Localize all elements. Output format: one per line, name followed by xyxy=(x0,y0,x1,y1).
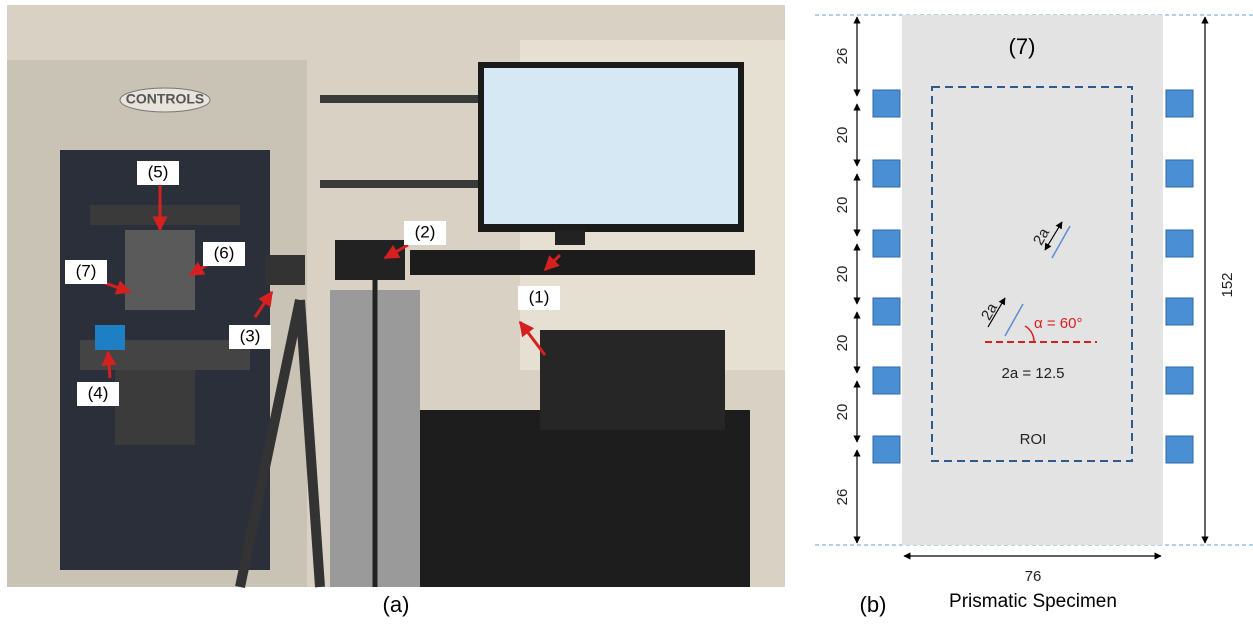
label: (6) xyxy=(214,243,235,262)
label: (5) xyxy=(148,162,169,181)
dim-label: 20 xyxy=(834,127,851,144)
dim-label: 20 xyxy=(834,404,851,421)
crack-size: 2a = 12.5 xyxy=(1002,365,1065,382)
label: (1) xyxy=(529,287,550,306)
dim-label: 20 xyxy=(834,197,851,214)
dim-label: 20 xyxy=(834,335,851,352)
caption: (b) xyxy=(860,592,887,617)
label: (7) xyxy=(76,261,97,280)
label: (3) xyxy=(240,326,261,345)
label: (2) xyxy=(415,222,436,241)
specimen-label: (7) xyxy=(1009,34,1036,59)
caption: (a) xyxy=(383,592,410,617)
dim-label: 20 xyxy=(834,266,851,283)
photo: CONTROLS xyxy=(7,5,785,587)
dim-label: 26 xyxy=(834,48,851,65)
dim-label: 26 xyxy=(834,489,851,506)
brand: CONTROLS xyxy=(126,91,205,107)
specimen-title: Prismatic Specimen xyxy=(949,591,1117,612)
label: (4) xyxy=(88,383,109,402)
width-label: 76 xyxy=(1025,568,1042,585)
angle-label: α = 60° xyxy=(1034,315,1082,332)
height-label: 152 xyxy=(1219,272,1236,297)
roi-label: ROI xyxy=(1020,431,1047,448)
figure: CONTROLS (1) (2) (3) (4) (5) (6) (7) (a) xyxy=(0,0,1253,624)
specimen-diagram xyxy=(815,15,1253,556)
